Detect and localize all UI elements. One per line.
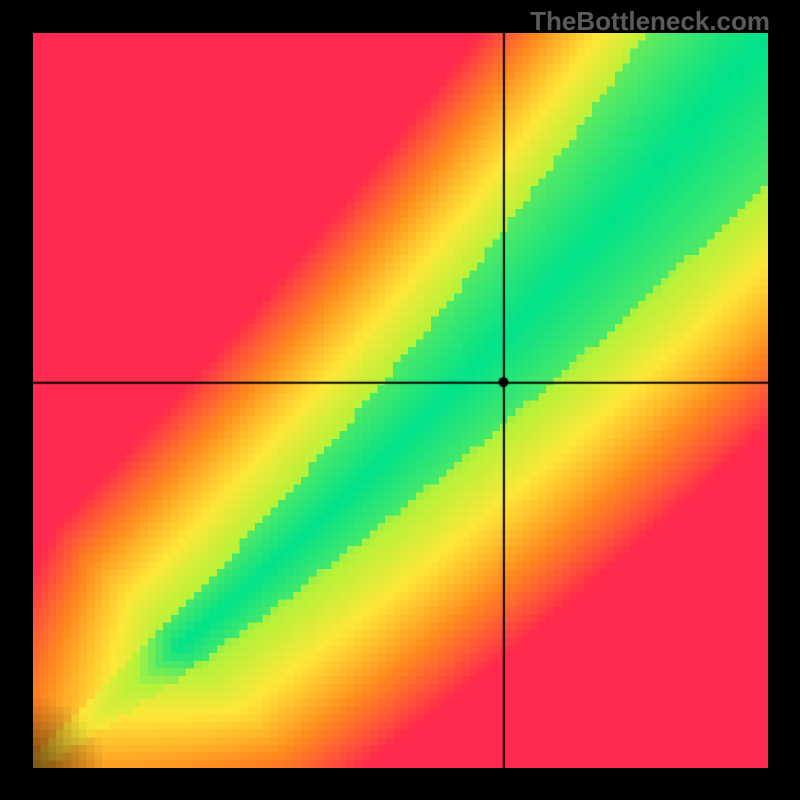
bottleneck-heatmap [33, 33, 768, 768]
chart-container: { "watermark": { "text": "TheBottleneck.… [0, 0, 800, 800]
watermark-text: TheBottleneck.com [530, 6, 770, 37]
